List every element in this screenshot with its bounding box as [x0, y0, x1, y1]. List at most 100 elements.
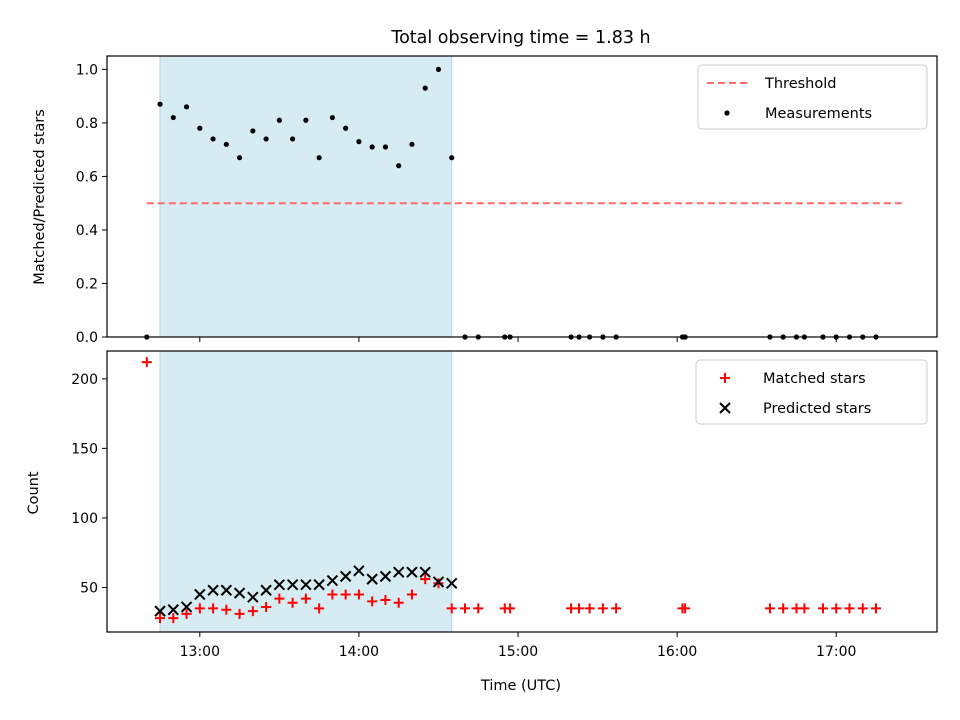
matched-star-point: [155, 613, 166, 624]
predicted-star-point: [247, 591, 259, 603]
measurement-point: [290, 136, 296, 142]
y-tick-label: 200: [71, 372, 98, 388]
predicted-star-point: [233, 587, 246, 599]
measurement-point: [223, 141, 229, 147]
matched-star-point: [611, 603, 622, 614]
matched-star-point: [287, 597, 298, 608]
measurement-point: [210, 136, 216, 142]
x-tick-label: 14:00: [339, 644, 379, 660]
bottom-axes-frame: [106, 350, 938, 633]
predicted-star-point: [366, 573, 378, 585]
measurement-point: [449, 155, 455, 161]
matched-star-point: [393, 597, 404, 608]
matched-star-point: [831, 603, 842, 614]
y-tick-label: 0.4: [76, 223, 98, 239]
predicted-star-point: [353, 565, 365, 577]
matched-star-point: [181, 608, 192, 619]
predicted-star-point: [300, 578, 312, 591]
matched-star-point: [340, 589, 351, 600]
predicted-star-point: [194, 588, 206, 601]
measurement-point: [382, 144, 389, 150]
measurement-point: [157, 101, 163, 107]
legend-predicted-marker: [719, 402, 731, 414]
matched-star-point: [327, 589, 338, 600]
measurement-point: [316, 155, 322, 161]
measurement-point: [250, 128, 256, 134]
top-panel: 0.0 0.2 0.4 0.6 0.8 1.0 Threshold Measurements: [76, 55, 938, 346]
matched-star-point: [234, 608, 245, 619]
top-legend: Threshold Measurements: [697, 64, 928, 130]
bottom-legend: Matched stars Predicted stars: [695, 359, 928, 425]
legend-label: Predicted stars: [763, 401, 871, 417]
predicted-star-point: [220, 584, 233, 596]
predicted-star-point: [339, 570, 352, 583]
predicted-star-point: [379, 570, 392, 583]
predicted-star-point: [273, 578, 286, 591]
x-axis-label: Time (UTC): [480, 678, 561, 694]
y-tick-label: 0.6: [76, 169, 98, 185]
predicted-star-point: [313, 578, 325, 591]
matched-star-point: [208, 603, 219, 614]
predicted-star-point: [167, 604, 180, 616]
measurement-point: [343, 125, 349, 131]
matched-star-point: [261, 601, 272, 612]
matched-star-point: [380, 595, 391, 606]
matched-star-point: [247, 606, 258, 617]
measurement-point: [422, 85, 428, 91]
matched-star-point: [778, 603, 789, 614]
legend-measurement-marker: [724, 110, 730, 116]
measurement-point: [183, 104, 190, 110]
measurement-point: [396, 163, 402, 169]
predicted-star-point: [432, 576, 445, 588]
y-tick-label: 0.2: [76, 276, 98, 292]
predicted-star-point: [406, 566, 418, 578]
matched-star-point: [168, 613, 179, 624]
matched-star-point: [473, 603, 484, 614]
y-tick-label: 150: [71, 441, 98, 457]
matched-star-point: [221, 604, 232, 615]
predicted-star-point: [207, 584, 219, 596]
top-axes-frame: [106, 55, 938, 338]
predicted-star-point: [392, 566, 405, 578]
x-tick-label: 13:00: [180, 644, 220, 660]
measurement-point: [369, 144, 375, 150]
legend-box: [697, 64, 928, 130]
measurement-point: [409, 141, 415, 147]
predicted-star-point: [419, 566, 431, 578]
matched-star-point: [584, 603, 595, 614]
measurement-point: [170, 114, 176, 121]
predicted-star-point: [286, 578, 299, 591]
legend-matched-marker: [720, 373, 730, 383]
matched-star-point: [314, 603, 325, 614]
matched-star-point: [141, 357, 152, 368]
chart-title: Total observing time = 1.83 h: [390, 28, 650, 48]
legend-label: Matched stars: [763, 371, 866, 387]
measurement-point: [435, 66, 442, 72]
matched-star-point: [844, 603, 855, 614]
top-y-axis-label: Matched/Predicted stars: [32, 109, 48, 285]
matched-star-point: [274, 593, 285, 604]
x-tick-label: 17:00: [816, 644, 856, 660]
measurement-point: [263, 136, 269, 142]
measurement-point: [197, 125, 203, 131]
y-tick-label: 0.0: [76, 330, 98, 346]
matched-star-point: [597, 603, 608, 614]
predicted-star-point: [446, 577, 458, 590]
x-tick-label: 16:00: [657, 644, 697, 660]
matched-star-point: [446, 603, 457, 614]
predicted-star-point: [260, 584, 272, 596]
measurement-point: [329, 114, 335, 121]
legend-label: Measurements: [765, 106, 872, 122]
x-tick-label: 15:00: [498, 644, 538, 660]
measurement-point: [236, 155, 243, 161]
predicted-star-point: [326, 574, 339, 587]
y-tick-label: 1.0: [76, 62, 98, 78]
matched-star-point: [871, 603, 882, 614]
matched-star-point: [420, 574, 431, 585]
measurement-point: [276, 117, 282, 123]
bottom-y-axis-label: Count: [26, 471, 42, 514]
predicted-star-point: [154, 605, 166, 617]
matched-star-point: [574, 603, 585, 614]
matched-star-point: [680, 603, 691, 614]
